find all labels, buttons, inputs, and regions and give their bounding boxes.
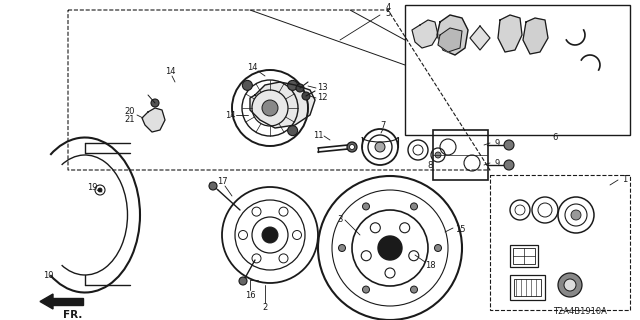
Polygon shape [498,15,522,52]
Circle shape [262,227,278,243]
Text: 21: 21 [125,116,135,124]
Circle shape [378,236,402,260]
Text: 14: 14 [225,110,236,119]
Text: 15: 15 [455,226,465,235]
Text: 1: 1 [622,175,628,185]
Bar [510,275,545,300]
Text: 9: 9 [494,158,500,167]
Circle shape [564,279,576,291]
Circle shape [362,286,369,293]
Circle shape [362,203,369,210]
Circle shape [98,188,102,192]
Circle shape [571,210,581,220]
Text: 16: 16 [244,291,255,300]
Text: 10: 10 [43,270,53,279]
Polygon shape [50,298,83,305]
Circle shape [558,273,582,297]
Polygon shape [437,15,468,55]
Circle shape [287,126,298,136]
Circle shape [262,100,278,116]
Text: 11: 11 [313,132,323,140]
Circle shape [339,244,346,252]
Text: 5: 5 [385,10,390,19]
Circle shape [504,140,514,150]
Text: 7: 7 [380,121,386,130]
Text: 13: 13 [317,84,327,92]
Bar [490,175,630,310]
Text: 2: 2 [262,303,268,313]
Circle shape [209,182,217,190]
Circle shape [239,277,247,285]
Polygon shape [523,18,548,54]
Circle shape [296,84,304,92]
Circle shape [151,99,159,107]
Circle shape [302,92,310,100]
Polygon shape [142,108,165,132]
Text: 17: 17 [217,178,227,187]
Bar [514,279,541,296]
Text: FR.: FR. [63,310,83,320]
Bar [405,5,630,135]
Bar [433,130,488,180]
Text: T2A4B1910A: T2A4B1910A [553,308,607,316]
Text: 19: 19 [87,182,97,191]
Polygon shape [40,294,53,309]
Text: 14: 14 [164,68,175,76]
Circle shape [375,142,385,152]
Circle shape [349,145,355,149]
Text: 3: 3 [337,215,342,225]
Text: 12: 12 [317,93,327,102]
Circle shape [410,203,417,210]
Polygon shape [412,20,438,48]
Text: 18: 18 [425,260,435,269]
Text: 20: 20 [125,108,135,116]
Polygon shape [438,28,462,52]
Circle shape [243,80,252,90]
Polygon shape [250,82,315,128]
Text: 8: 8 [428,161,433,170]
Circle shape [435,244,442,252]
Circle shape [504,160,514,170]
Bar [513,248,535,264]
Text: 4: 4 [385,3,390,12]
Circle shape [287,80,298,90]
Polygon shape [470,26,490,50]
Circle shape [435,152,441,158]
Bar [510,245,538,267]
Text: 9: 9 [494,139,500,148]
Text: 6: 6 [552,133,557,142]
Circle shape [410,286,417,293]
Text: 14: 14 [247,63,257,73]
Circle shape [347,142,357,152]
